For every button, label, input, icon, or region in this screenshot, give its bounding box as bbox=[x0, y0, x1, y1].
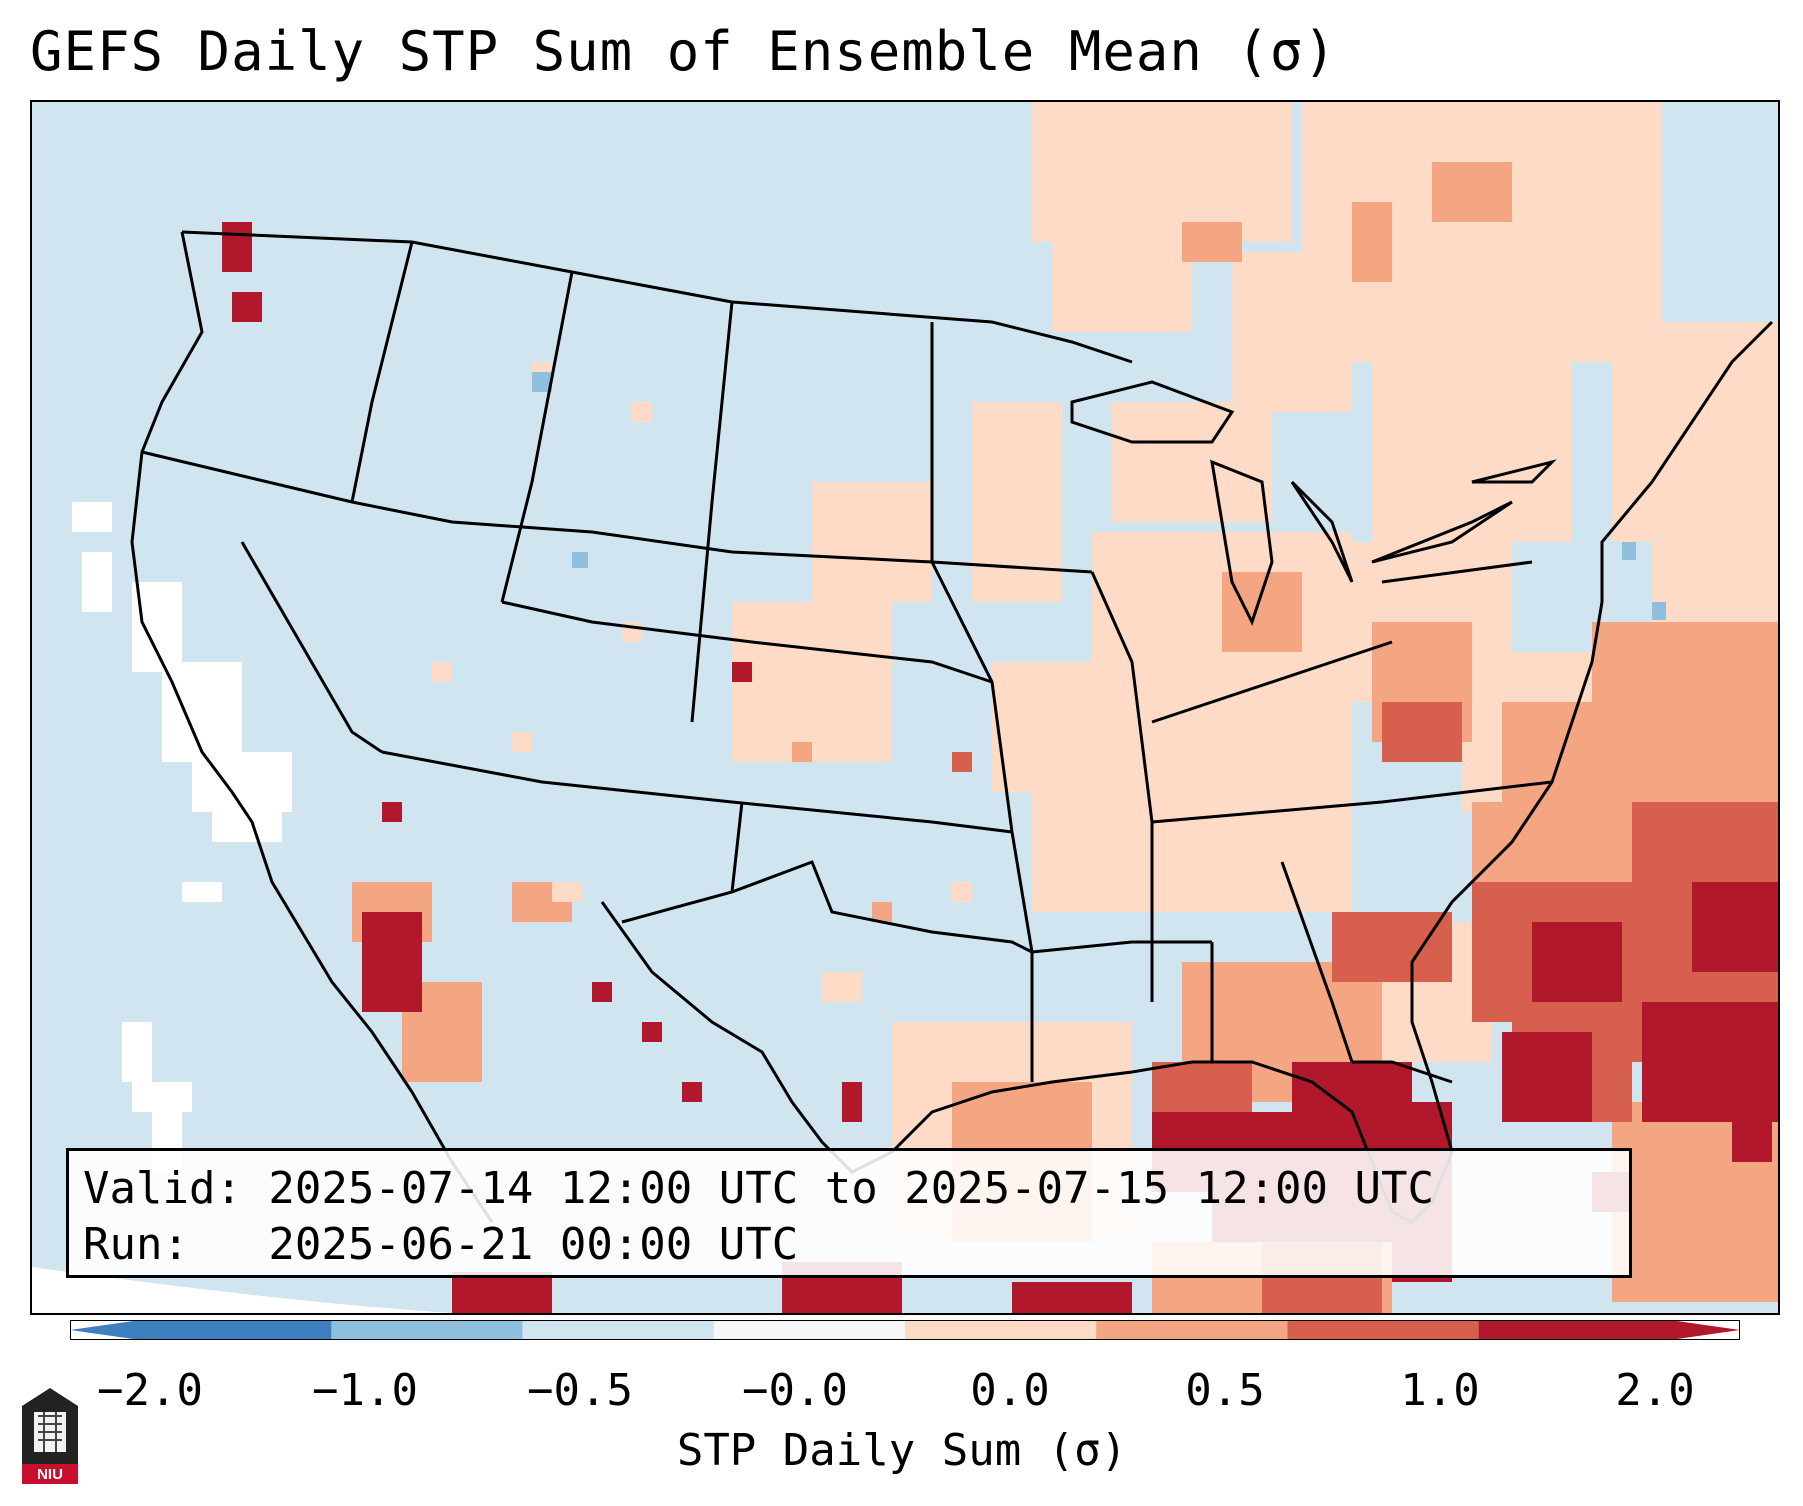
colorbar-tick-label: −2.0 bbox=[97, 1365, 203, 1416]
colorbar-title: STP Daily Sum (σ) bbox=[676, 1425, 1128, 1476]
map-panel bbox=[30, 100, 1780, 1315]
valid-time-line: Valid: 2025-07-14 12:00 UTC to 2025-07-1… bbox=[83, 1163, 1435, 1214]
colorbar-segment bbox=[905, 1320, 1097, 1340]
run-time-line: Run: 2025-06-21 00:00 UTC bbox=[83, 1219, 799, 1270]
colorbar-tick-label: 1.0 bbox=[1400, 1365, 1480, 1416]
colorbar-tick-label: 2.0 bbox=[1615, 1365, 1695, 1416]
map-canvas bbox=[32, 102, 1778, 1313]
colorbar-segments bbox=[140, 1320, 1671, 1340]
colorbar-tick-label: 0.5 bbox=[1185, 1365, 1265, 1416]
colorbar-tick-label: −1.0 bbox=[312, 1365, 418, 1416]
colorbar-segment bbox=[522, 1320, 715, 1340]
colorbar-segment bbox=[1287, 1320, 1480, 1340]
geographic-boundaries bbox=[130, 230, 1774, 1224]
colorbar-segment bbox=[1478, 1320, 1671, 1340]
colorbar-tick-label: −0.0 bbox=[742, 1365, 848, 1416]
colorbar-segment bbox=[140, 1320, 332, 1340]
pacific-neutral-patches bbox=[72, 502, 292, 1172]
map-title: GEFS Daily STP Sum of Ensemble Mean (σ) bbox=[30, 20, 1337, 83]
colorbar-segment bbox=[713, 1320, 906, 1340]
projection-edge bbox=[32, 1267, 452, 1313]
colorbar-segment bbox=[1096, 1320, 1288, 1340]
colorbar-tick-label: −0.5 bbox=[527, 1365, 633, 1416]
logo-text: NIU bbox=[37, 1466, 63, 1483]
niu-logo: NIU bbox=[22, 1388, 78, 1484]
colorbar-segment bbox=[331, 1320, 523, 1340]
validity-info-box: Valid: 2025-07-14 12:00 UTC to 2025-07-1… bbox=[66, 1148, 1632, 1278]
colorbar bbox=[70, 1320, 1740, 1340]
colorbar-tick-label: 0.0 bbox=[970, 1365, 1050, 1416]
colorbar-extend-high bbox=[1670, 1320, 1740, 1340]
colorbar-extend-low bbox=[70, 1320, 140, 1340]
